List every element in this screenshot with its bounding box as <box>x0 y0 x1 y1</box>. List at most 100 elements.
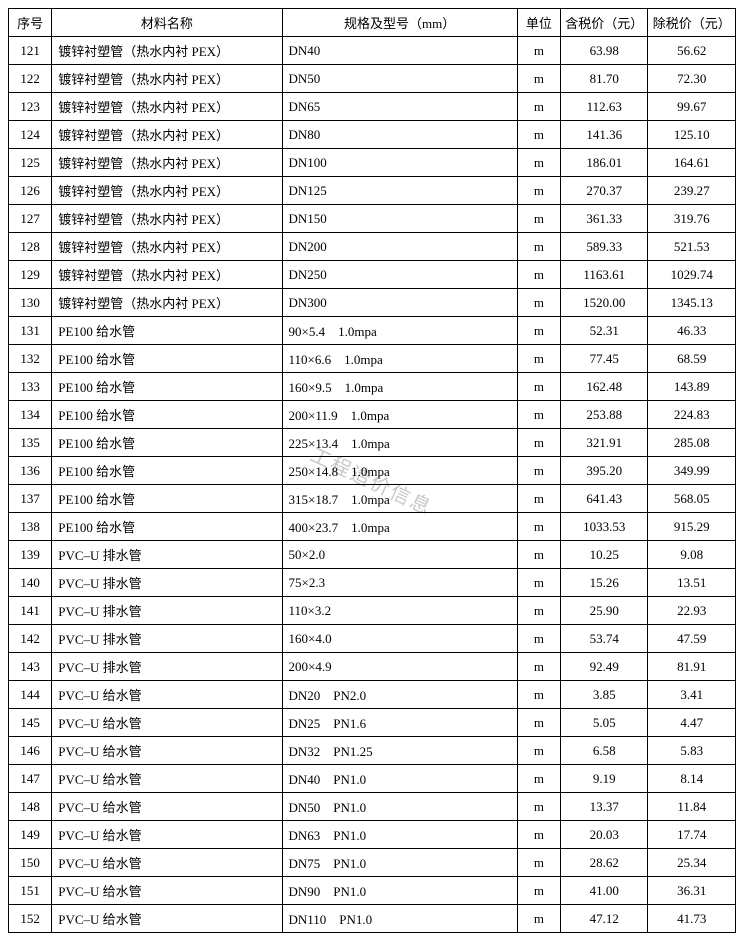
cell-tax-price: 1033.53 <box>561 513 648 541</box>
cell-unit: m <box>517 849 560 877</box>
cell-seq: 133 <box>9 373 52 401</box>
cell-unit: m <box>517 345 560 373</box>
table-row: 124镀锌衬塑管（热水内衬 PEX）DN80m141.36125.10 <box>9 121 736 149</box>
cell-name: PVC–U 给水管 <box>52 849 282 877</box>
cell-seq: 125 <box>9 149 52 177</box>
col-header-notax-price: 除税价（元） <box>648 9 736 37</box>
table-row: 148PVC–U 给水管DN50 PN1.0m13.3711.84 <box>9 793 736 821</box>
cell-spec: DN100 <box>282 149 517 177</box>
cell-notax-price: 4.47 <box>648 709 736 737</box>
cell-seq: 132 <box>9 345 52 373</box>
cell-spec: DN75 PN1.0 <box>282 849 517 877</box>
cell-unit: m <box>517 205 560 233</box>
cell-notax-price: 224.83 <box>648 401 736 429</box>
cell-tax-price: 1520.00 <box>561 289 648 317</box>
cell-notax-price: 3.41 <box>648 681 736 709</box>
cell-seq: 149 <box>9 821 52 849</box>
cell-name: 镀锌衬塑管（热水内衬 PEX） <box>52 233 282 261</box>
table-header: 序号 材料名称 规格及型号（mm） 单位 含税价（元） 除税价（元） <box>9 9 736 37</box>
cell-name: PE100 给水管 <box>52 429 282 457</box>
cell-seq: 137 <box>9 485 52 513</box>
cell-tax-price: 15.26 <box>561 569 648 597</box>
cell-notax-price: 1029.74 <box>648 261 736 289</box>
cell-notax-price: 1345.13 <box>648 289 736 317</box>
cell-unit: m <box>517 37 560 65</box>
cell-spec: 400×23.7 1.0mpa <box>282 513 517 541</box>
cell-seq: 145 <box>9 709 52 737</box>
table-row: 152PVC–U 给水管DN110 PN1.0m47.1241.73 <box>9 905 736 933</box>
table-row: 151PVC–U 给水管DN90 PN1.0m41.0036.31 <box>9 877 736 905</box>
col-header-spec: 规格及型号（mm） <box>282 9 517 37</box>
table-row: 135PE100 给水管225×13.4 1.0mpam321.91285.08 <box>9 429 736 457</box>
cell-spec: DN63 PN1.0 <box>282 821 517 849</box>
cell-spec: DN300 <box>282 289 517 317</box>
cell-notax-price: 99.67 <box>648 93 736 121</box>
col-header-name: 材料名称 <box>52 9 282 37</box>
cell-name: 镀锌衬塑管（热水内衬 PEX） <box>52 37 282 65</box>
cell-tax-price: 162.48 <box>561 373 648 401</box>
cell-unit: m <box>517 121 560 149</box>
cell-notax-price: 319.76 <box>648 205 736 233</box>
cell-name: PVC–U 给水管 <box>52 821 282 849</box>
cell-unit: m <box>517 709 560 737</box>
cell-tax-price: 1163.61 <box>561 261 648 289</box>
cell-name: PE100 给水管 <box>52 457 282 485</box>
cell-name: 镀锌衬塑管（热水内衬 PEX） <box>52 205 282 233</box>
cell-notax-price: 25.34 <box>648 849 736 877</box>
cell-seq: 138 <box>9 513 52 541</box>
cell-seq: 126 <box>9 177 52 205</box>
cell-seq: 152 <box>9 905 52 933</box>
cell-unit: m <box>517 289 560 317</box>
cell-name: PE100 给水管 <box>52 373 282 401</box>
cell-unit: m <box>517 681 560 709</box>
cell-name: PVC–U 排水管 <box>52 597 282 625</box>
cell-name: 镀锌衬塑管（热水内衬 PEX） <box>52 65 282 93</box>
cell-spec: 200×11.9 1.0mpa <box>282 401 517 429</box>
cell-name: PVC–U 排水管 <box>52 541 282 569</box>
cell-spec: DN50 <box>282 65 517 93</box>
cell-unit: m <box>517 65 560 93</box>
cell-name: PE100 给水管 <box>52 513 282 541</box>
table-row: 144PVC–U 给水管DN20 PN2.0m3.853.41 <box>9 681 736 709</box>
cell-tax-price: 253.88 <box>561 401 648 429</box>
cell-spec: DN110 PN1.0 <box>282 905 517 933</box>
cell-seq: 128 <box>9 233 52 261</box>
cell-seq: 130 <box>9 289 52 317</box>
cell-tax-price: 3.85 <box>561 681 648 709</box>
cell-notax-price: 68.59 <box>648 345 736 373</box>
cell-tax-price: 10.25 <box>561 541 648 569</box>
cell-name: PVC–U 给水管 <box>52 765 282 793</box>
cell-seq: 122 <box>9 65 52 93</box>
cell-name: PVC–U 给水管 <box>52 737 282 765</box>
cell-notax-price: 22.93 <box>648 597 736 625</box>
cell-spec: DN65 <box>282 93 517 121</box>
cell-unit: m <box>517 149 560 177</box>
cell-tax-price: 41.00 <box>561 877 648 905</box>
cell-seq: 141 <box>9 597 52 625</box>
cell-unit: m <box>517 261 560 289</box>
table-row: 133PE100 给水管160×9.5 1.0mpam162.48143.89 <box>9 373 736 401</box>
cell-seq: 123 <box>9 93 52 121</box>
cell-notax-price: 17.74 <box>648 821 736 849</box>
cell-unit: m <box>517 513 560 541</box>
cell-notax-price: 164.61 <box>648 149 736 177</box>
cell-notax-price: 47.59 <box>648 625 736 653</box>
cell-seq: 139 <box>9 541 52 569</box>
cell-seq: 140 <box>9 569 52 597</box>
cell-name: 镀锌衬塑管（热水内衬 PEX） <box>52 261 282 289</box>
cell-name: PVC–U 排水管 <box>52 569 282 597</box>
cell-tax-price: 52.31 <box>561 317 648 345</box>
table-row: 149PVC–U 给水管DN63 PN1.0m20.0317.74 <box>9 821 736 849</box>
table-row: 150PVC–U 给水管DN75 PN1.0m28.6225.34 <box>9 849 736 877</box>
cell-seq: 135 <box>9 429 52 457</box>
material-price-table: 序号 材料名称 规格及型号（mm） 单位 含税价（元） 除税价（元） 121镀锌… <box>8 8 736 933</box>
cell-name: PVC–U 排水管 <box>52 625 282 653</box>
cell-tax-price: 13.37 <box>561 793 648 821</box>
cell-tax-price: 641.43 <box>561 485 648 513</box>
cell-name: PVC–U 排水管 <box>52 653 282 681</box>
cell-seq: 131 <box>9 317 52 345</box>
cell-unit: m <box>517 905 560 933</box>
table-row: 142PVC–U 排水管160×4.0m53.7447.59 <box>9 625 736 653</box>
cell-unit: m <box>517 569 560 597</box>
cell-unit: m <box>517 401 560 429</box>
